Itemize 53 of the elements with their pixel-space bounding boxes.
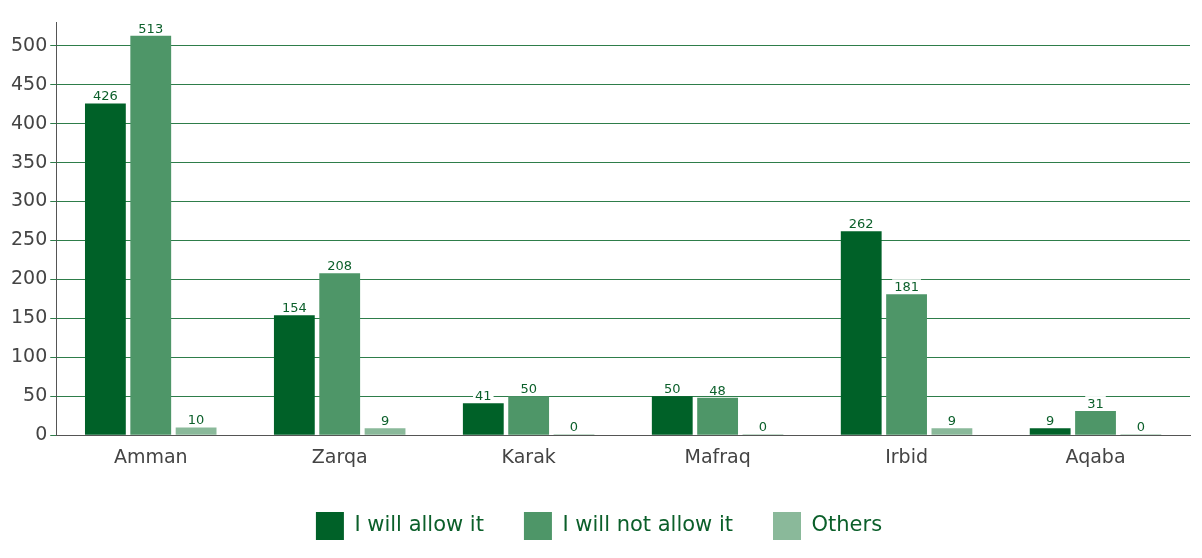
bar <box>840 231 882 435</box>
bar <box>886 294 927 435</box>
y-tick-label: 250 <box>11 227 48 250</box>
bar <box>175 427 217 435</box>
bar <box>1029 428 1071 435</box>
data-label: 181 <box>894 279 919 295</box>
y-tick-label: 500 <box>11 32 48 55</box>
data-label: 9 <box>1046 413 1055 429</box>
data-label: 0 <box>1136 419 1146 435</box>
x-tick-label: Zarqa <box>311 444 368 467</box>
data-label: 208 <box>327 258 353 274</box>
bar <box>364 428 406 435</box>
bar <box>697 397 739 435</box>
y-tick-label: 300 <box>11 188 48 211</box>
y-tick-label: 200 <box>11 266 48 289</box>
data-label: 513 <box>138 20 164 36</box>
x-tick-label: Irbid <box>885 444 928 467</box>
data-label: 262 <box>848 216 874 232</box>
legend-label: I will allow it <box>354 512 484 537</box>
legend-label: Others <box>811 512 883 537</box>
bar <box>462 403 504 435</box>
data-label: 426 <box>92 88 118 104</box>
data-label: 0 <box>569 419 579 435</box>
data-label: 48 <box>709 382 726 398</box>
x-tick-label: Amman <box>113 444 188 467</box>
data-label: 0 <box>758 419 768 435</box>
bar <box>319 273 361 435</box>
data-label: 154 <box>281 300 307 316</box>
x-tick-label: Mafraq <box>684 444 751 467</box>
data-label: 50 <box>663 381 681 397</box>
legend-label: I will not allow it <box>562 512 734 537</box>
x-tick-label: Karak <box>501 444 556 467</box>
bar <box>273 315 315 435</box>
bar <box>651 396 693 435</box>
y-tick-label: 50 <box>23 383 48 406</box>
y-tick-label: 150 <box>11 305 48 328</box>
data-label: 50 <box>520 381 537 397</box>
y-tick-label: 450 <box>11 71 48 94</box>
bar <box>508 396 550 435</box>
y-tick-label: 0 <box>35 422 48 445</box>
bar <box>931 428 973 435</box>
y-tick-label: 100 <box>11 344 48 367</box>
y-tick-label: 400 <box>11 110 48 133</box>
bar <box>1075 411 1116 435</box>
y-tick-label: 350 <box>11 149 48 172</box>
bar <box>84 103 126 435</box>
data-label: 10 <box>187 412 205 428</box>
data-label: 9 <box>380 413 390 429</box>
data-label: 9 <box>947 413 957 429</box>
x-tick-label: Aqaba <box>1065 444 1126 467</box>
data-label: 41 <box>475 388 492 404</box>
bar <box>130 35 172 435</box>
data-label: 31 <box>1087 396 1104 412</box>
